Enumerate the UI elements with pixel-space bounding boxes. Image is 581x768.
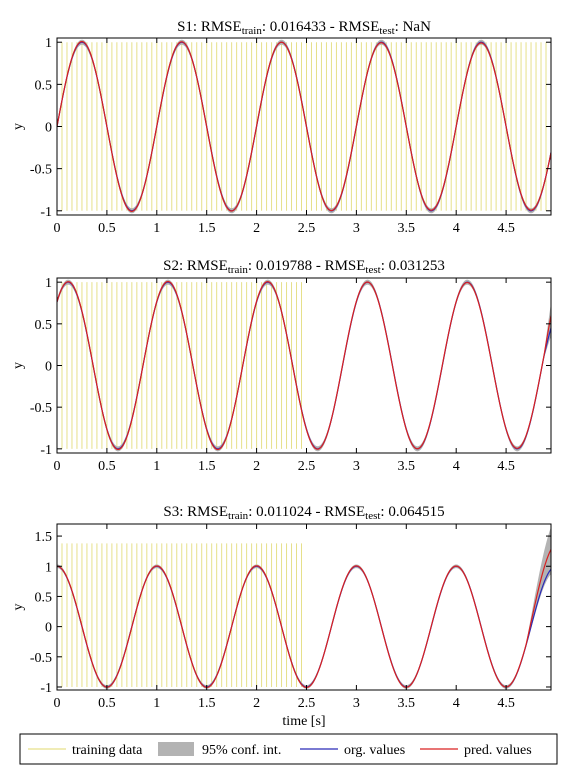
title-subscript: test: [365, 264, 380, 276]
y-tick-label: 1: [45, 276, 52, 291]
x-tick-label: 2: [253, 221, 260, 236]
title-text: : 0.016433 - RMSE: [262, 19, 380, 35]
conf-int-band: [57, 39, 551, 214]
legend-label: 95% conf. int.: [202, 743, 281, 758]
y-axis-label: y: [11, 604, 26, 611]
panel-title: S2: RMSEtrain: 0.019788 - RMSEtest: 0.03…: [163, 258, 445, 276]
axes-box: [56, 277, 552, 454]
y-tick-label: 0: [45, 360, 52, 375]
training-data-series: [57, 42, 551, 211]
x-tick-label: 3: [353, 696, 360, 711]
title-text: : 0.011024 - RMSE: [248, 504, 365, 520]
title-text: : 0.031253: [381, 258, 445, 274]
y-tick-label: 0.5: [35, 318, 53, 333]
x-tick-label: 0: [54, 696, 61, 711]
legend-item: training data: [28, 743, 143, 758]
x-tick-label: 0.5: [98, 459, 116, 474]
x-tick-label: 0: [54, 459, 61, 474]
x-tick-label: 2: [253, 696, 260, 711]
panels: 0 0.5 1 1.5 2 2.5 3 3.5 4 4.5 1 0.5 0 -0.5 -1 y S1: RMSE…: [11, 19, 552, 729]
x-tick-label: 1.5: [198, 221, 216, 236]
x-tick-label: 1: [153, 459, 160, 474]
legend-label: training data: [72, 743, 143, 758]
x-axis-label: time [s]: [282, 714, 325, 729]
conf-int-band: [57, 527, 551, 689]
legend-swatch: [158, 742, 194, 756]
x-tick-label: 3: [353, 459, 360, 474]
x-tick-label: 0.5: [98, 221, 116, 236]
x-tick-label: 4.5: [497, 459, 515, 474]
title-text: S2: RMSE: [163, 258, 228, 274]
plot-area: [57, 39, 551, 214]
x-tick-label: 4: [453, 221, 460, 236]
y-axis-label: y: [11, 362, 26, 369]
x-tick-label: 3.5: [398, 459, 416, 474]
legend-box: [19, 733, 558, 765]
pred-values-line: [57, 40, 551, 212]
panel-title: S3: RMSEtrain: 0.011024 - RMSEtest: 0.06…: [163, 504, 444, 522]
x-tick-label: 2: [253, 459, 260, 474]
x-tick-label: 1.5: [198, 459, 216, 474]
conf-int-band: [57, 279, 551, 452]
y-tick-label: 1.5: [35, 530, 53, 545]
panel-3: 0 0.5 1 1.5 2 2.5 3 3.5 4 4.5 1.5 1 0.5 0 -0.5 -1 y time …: [11, 504, 552, 729]
org-values-line: [57, 41, 551, 212]
x-tick-label: 4.5: [497, 696, 515, 711]
plot-area: [57, 527, 551, 689]
title-subscript: test: [379, 25, 394, 37]
x-tick-label: 3.5: [398, 696, 416, 711]
x-tick-label: 3: [353, 221, 360, 236]
y-tick-label: -0.5: [30, 401, 52, 416]
x-tick-label: 4.5: [497, 221, 515, 236]
y-tick-label: -0.5: [30, 651, 52, 666]
y-axis-label: y: [11, 123, 26, 130]
title-subscript: train: [242, 25, 263, 37]
title-subscript: train: [228, 510, 249, 522]
y-tick-label: 0.5: [35, 590, 53, 605]
panel-2: 0 0.5 1 1.5 2 2.5 3 3.5 4 4.5 1 0.5 0 -0.5 -1 y S2: RMSE…: [11, 258, 552, 474]
legend-item: pred. values: [420, 743, 532, 758]
axes-box: [56, 523, 552, 691]
y-tick-label: 0: [45, 121, 52, 136]
title-text: S1: RMSE: [177, 19, 242, 35]
y-tick-label: -1: [40, 681, 52, 696]
title-subscript: train: [228, 264, 249, 276]
legend-item: 95% conf. int.: [158, 742, 281, 758]
x-tick-label: 1: [153, 221, 160, 236]
x-tick-label: 0.5: [98, 696, 116, 711]
y-tick-label: -1: [40, 205, 52, 220]
axes-box: [56, 37, 552, 216]
legend-label: org. values: [344, 743, 405, 758]
x-tick-label: 4: [453, 696, 460, 711]
legend: training data 95% conf. int. org. values pr…: [19, 733, 558, 765]
x-tick-label: 2.5: [298, 459, 316, 474]
legend-item: org. values: [300, 743, 405, 758]
plot-area: [57, 279, 551, 452]
y-tick-label: 0: [45, 621, 52, 636]
x-tick-label: 2.5: [298, 696, 316, 711]
y-tick-label: 0.5: [35, 78, 53, 93]
title-subscript: test: [365, 510, 380, 522]
pred-values-line: [57, 549, 551, 689]
title-text: : 0.019788 - RMSE: [248, 258, 366, 274]
legend-label: pred. values: [464, 743, 532, 758]
y-tick-label: -0.5: [30, 163, 52, 178]
title-text: S3: RMSE: [163, 504, 228, 520]
y-tick-label: -1: [40, 443, 52, 458]
panel-title: S1: RMSEtrain: 0.016433 - RMSEtest: NaN: [177, 19, 431, 37]
panel-1: 0 0.5 1 1.5 2 2.5 3 3.5 4 4.5 1 0.5 0 -0.5 -1 y S1: RMSE…: [11, 19, 552, 236]
x-tick-label: 2.5: [298, 221, 316, 236]
title-text: : NaN: [395, 19, 431, 35]
x-tick-label: 0: [54, 221, 61, 236]
pred-values-line: [57, 280, 551, 451]
x-tick-label: 4: [453, 459, 460, 474]
org-values-line: [57, 565, 551, 688]
x-tick-label: 1.5: [198, 696, 216, 711]
y-tick-label: 1: [45, 560, 52, 575]
y-tick-label: 1: [45, 36, 52, 51]
x-tick-label: 3.5: [398, 221, 416, 236]
title-text: : 0.064515: [380, 504, 444, 520]
x-tick-label: 1: [153, 696, 160, 711]
